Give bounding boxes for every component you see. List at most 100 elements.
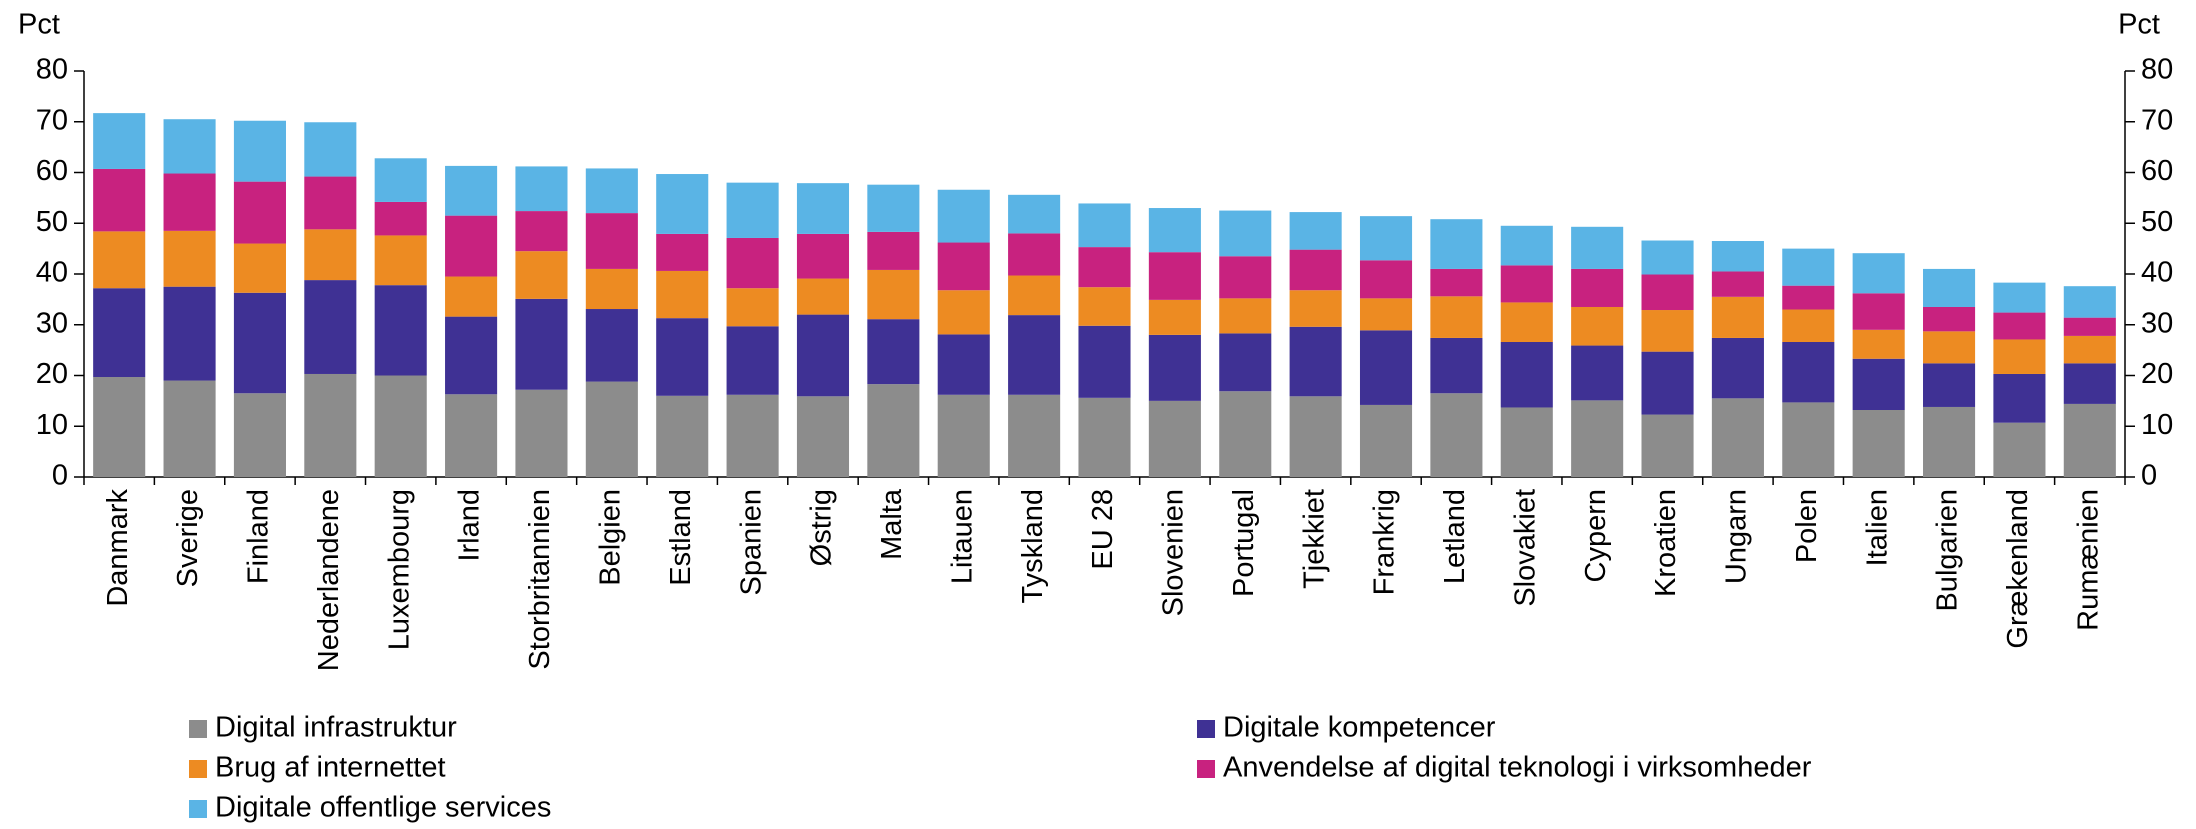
bar-segment [1289, 249, 1342, 291]
x-tick-label: Danmark [102, 489, 134, 607]
x-tick-label: Litauen [946, 489, 978, 584]
x-tick-label: Slovenien [1158, 489, 1190, 616]
bar-segment [1641, 274, 1694, 311]
y-tick-label: 80 [36, 54, 68, 86]
y2-tick-label: 50 [2141, 206, 2173, 238]
bar-segment [163, 119, 216, 174]
bar-segment [656, 318, 709, 396]
bar-segment [304, 122, 357, 177]
bar-segment [1430, 296, 1483, 338]
bar-segment [1993, 282, 2046, 313]
bar-segment [233, 393, 286, 477]
bar-segment [1923, 306, 1976, 332]
bar-segment [1571, 268, 1624, 307]
bar-segment [304, 176, 357, 230]
bar-segment [1359, 216, 1413, 261]
bar-segment [656, 174, 709, 234]
bar-segment [796, 233, 850, 279]
bar-segment [2063, 363, 2116, 404]
bar-segment [1571, 345, 1624, 401]
bar-segment [726, 182, 779, 238]
x-tick-label: Nederlandene [313, 489, 345, 671]
legend-swatch [189, 760, 207, 778]
bar-segment [1219, 391, 1272, 477]
bar-segment [1500, 302, 1553, 343]
bar-segment [515, 211, 568, 252]
bar-segment [374, 375, 427, 477]
bar-segment [1571, 306, 1624, 346]
bar-segment [585, 268, 638, 310]
bar-segment [1500, 342, 1553, 408]
x-tick-label: Kroatien [1650, 489, 1682, 597]
bar-segment [1148, 208, 1201, 253]
bar-segment [937, 242, 990, 291]
x-tick-label: Malta [876, 488, 908, 560]
bar-segment [1008, 194, 1061, 234]
bar-segment [796, 278, 850, 315]
x-tick-label: Finland [243, 489, 275, 584]
bar-segment [1008, 315, 1061, 395]
bar-segment [1641, 351, 1694, 415]
bar-segment [1148, 299, 1201, 335]
y-tick-label: 70 [36, 104, 68, 136]
bar-segment [1430, 337, 1483, 394]
bar-segment [374, 201, 427, 236]
x-tick-label: Cypern [1580, 489, 1612, 583]
y2-tick-label: 80 [2141, 54, 2173, 86]
bar-segment [445, 276, 498, 317]
bar-segment [1923, 406, 1976, 477]
bar-segment [93, 377, 146, 477]
x-tick-label: Polen [1791, 489, 1823, 563]
bar-segment [1571, 226, 1624, 269]
bar-segment [2063, 335, 2116, 364]
bar-segment [515, 298, 568, 390]
x-tick-label: Tyskland [1017, 489, 1049, 603]
bar-segment [1008, 394, 1061, 477]
y2-tick-label: 60 [2141, 155, 2173, 187]
bar-segment [937, 290, 990, 335]
x-tick-label: Spanien [735, 489, 767, 595]
y-tick-label: 60 [36, 155, 68, 187]
bar-segment [1219, 210, 1272, 257]
bar-segment [726, 288, 779, 327]
y-axis-label: Pct [18, 9, 60, 41]
bar-segment [93, 113, 146, 169]
bar-segment [1641, 414, 1694, 477]
x-tick-label: EU 28 [1087, 489, 1119, 570]
x-tick-label: Grækenland [2002, 489, 2034, 649]
bar-segment [1852, 293, 1905, 330]
bar-segment [2063, 317, 2116, 336]
bar-segment [1852, 410, 1905, 477]
legend-label: Digitale kompetencer [1223, 712, 1496, 744]
bar-segment [515, 166, 568, 212]
bar-segment [1008, 233, 1061, 276]
bar-segment [1711, 271, 1764, 297]
bar-segment [867, 184, 920, 232]
bar-segment [304, 229, 357, 281]
x-tick-label: Bulgarien [1932, 489, 1964, 612]
bar-segment [726, 394, 779, 477]
x-tick-label: Luxembourg [383, 489, 415, 650]
bar-segment [1641, 310, 1694, 352]
x-tick-label: Rumænien [2072, 489, 2104, 631]
bar-segment [656, 270, 709, 319]
bar-segment [1008, 275, 1061, 316]
bar-segment [796, 183, 850, 234]
bar-segment [1711, 337, 1764, 399]
bar-segment [1078, 397, 1131, 477]
y2-axis-label: Pct [2118, 9, 2160, 41]
bar-segment [1359, 404, 1413, 477]
bar-segment [1289, 212, 1342, 250]
bar-segment [93, 288, 146, 378]
bar-segment [2063, 403, 2116, 477]
legend-label: Digitale offentlige services [215, 792, 551, 824]
legend-swatch [1197, 720, 1215, 738]
y-tick-label: 30 [36, 307, 68, 339]
legend-label: Anvendelse af digital teknologi i virkso… [1223, 752, 1812, 784]
bar-segment [1993, 339, 2046, 374]
bar-segment [1359, 330, 1413, 405]
y-tick-label: 10 [36, 409, 68, 441]
y-tick-label: 50 [36, 206, 68, 238]
bar-segment [796, 314, 850, 397]
x-tick-label: Sverige [172, 489, 204, 587]
